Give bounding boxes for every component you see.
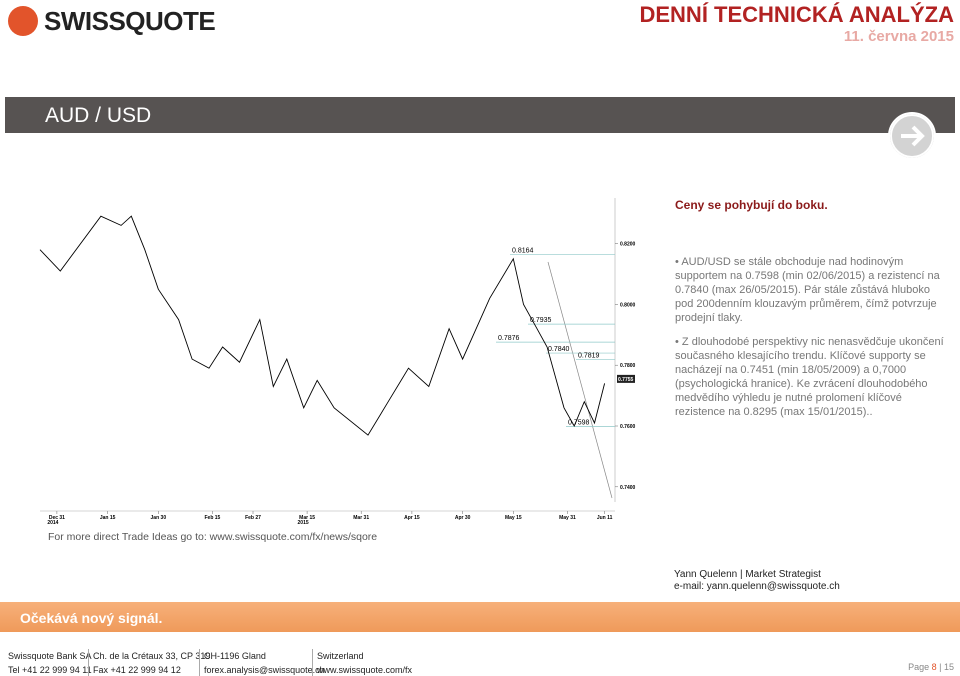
x-tick-label: Feb 27 [245, 515, 261, 521]
footer-text: Swissquote Bank SA [8, 651, 92, 661]
logo-text: SWISSQUOTE [44, 5, 216, 36]
link-text: For more direct Trade Ideas go to: www.s… [48, 531, 378, 543]
page-total: 15 [943, 662, 954, 672]
footer-text: Tel +41 22 999 94 11 [8, 665, 92, 675]
y-tick-label: 0.8200 [620, 242, 636, 248]
price-box [617, 374, 635, 383]
banner: AUD / USD [5, 97, 955, 133]
logo: SWISSQUOTE [8, 4, 216, 38]
level-label: 0.7876 [498, 335, 520, 342]
x-tick-label: Feb 15 [205, 515, 221, 521]
bullet-text: Z dlouhodobé perspektivy nic nenasvědčuj… [675, 336, 944, 418]
doc-date: 11. června 2015 [843, 28, 954, 45]
x-tick-label: Jun 11 [597, 515, 613, 521]
signal-bar [0, 602, 960, 632]
doc-title: DENNÍ TECHNICKÁ ANALÝZA [639, 2, 954, 27]
author-name: Yann Quelenn | Market Strategist [674, 569, 821, 580]
x-tick-label: Mar 31 [353, 515, 369, 521]
author-email: e-mail: yann.quelenn@swissquote.ch [674, 581, 840, 592]
y-tick-label: 0.7600 [620, 424, 636, 430]
footer-text: www.swissquote.com/fx [317, 665, 413, 675]
subtitle: Ceny se pohybují do boku. [675, 198, 828, 212]
year-label: 2014 [47, 520, 58, 526]
signal-text: Očekává nový signál. [20, 610, 163, 626]
x-tick-label: Apr 30 [455, 515, 471, 521]
page-word: Page [908, 662, 930, 672]
x-tick-label: Mar 15 [299, 515, 315, 521]
x-tick-label: Dec 31 [49, 515, 65, 521]
level-label: 0.7935 [530, 317, 552, 324]
x-tick-label: Jan 30 [151, 515, 167, 521]
y-tick-label: 0.7800 [620, 363, 636, 369]
footer-col: Swissquote Bank SA Tel +41 22 999 94 11 [4, 649, 92, 676]
footer-text: forex.analysis@swissquote.ch [204, 665, 325, 675]
footer-text: Ch. de la Crétaux 33, CP 319 [93, 651, 211, 661]
price-line [39, 215, 606, 436]
level-label: 0.7819 [578, 352, 600, 359]
level-label: 0.7840 [548, 346, 570, 353]
x-tick-label: May 31 [559, 515, 576, 521]
footer-text: Fax +41 22 999 94 12 [93, 665, 181, 675]
level-label: 0.7598 [568, 420, 590, 427]
footer-col: Switzerland www.swissquote.com/fx [312, 649, 412, 676]
y-tick-label: 0.7400 [620, 485, 636, 491]
footer: Swissquote Bank SA Tel +41 22 999 94 11 C… [0, 645, 960, 676]
footer-text: CH-1196 Gland [204, 651, 266, 661]
author: Yann Quelenn | Market Strategist e-mail: … [674, 569, 840, 593]
footer-text: Switzerland [317, 651, 364, 661]
x-tick-label: Apr 15 [404, 515, 420, 521]
page-current: 8 [931, 662, 937, 672]
bullet: • Z dlouhodobé perspektivy nic nenasvědč… [675, 336, 944, 418]
arrow-icon [888, 112, 936, 160]
footer-col: CH-1196 Gland forex.analysis@swissquote.c… [199, 649, 325, 676]
trend-line [547, 261, 613, 499]
bullet: • AUD/USD se stále obchoduje nad hodinov… [675, 256, 940, 324]
page-number: Page 8 | 15 [908, 662, 954, 672]
banner-title: AUD / USD [45, 104, 152, 127]
x-tick-label: Jan 15 [100, 515, 116, 521]
bullet-text: AUD/USD se stále obchoduje nad hodinovým… [675, 256, 940, 324]
footer-col: Ch. de la Crétaux 33, CP 319 Fax +41 22 9… [88, 649, 210, 676]
x-tick-label: May 15 [505, 515, 522, 521]
level-label: 0.8164 [512, 248, 534, 255]
price-label: 0.7755 [618, 377, 634, 383]
year-label: 2015 [298, 520, 309, 526]
y-tick-label: 0.8000 [620, 302, 636, 308]
